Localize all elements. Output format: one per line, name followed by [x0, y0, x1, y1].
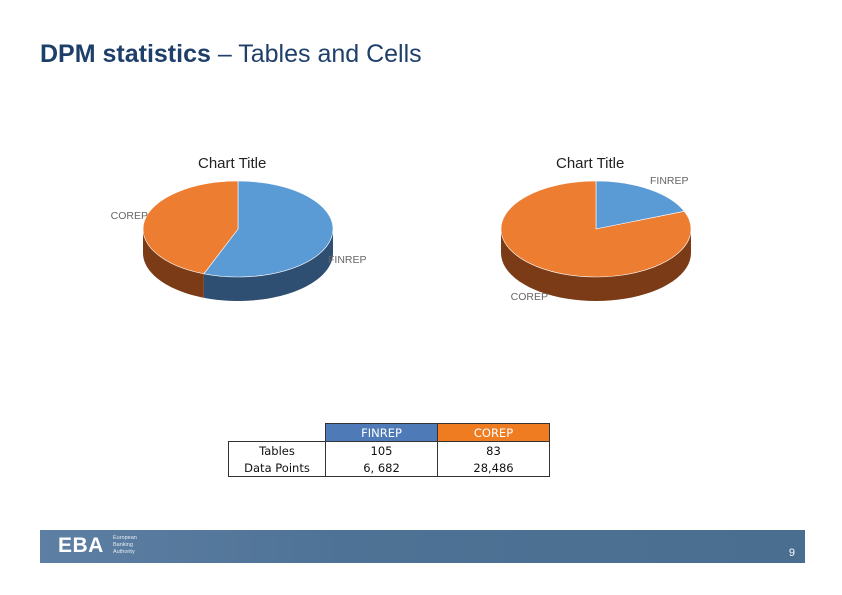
- pie-1-side-corep: [143, 229, 204, 298]
- eba-org-line: Authority: [113, 549, 135, 555]
- table-header-corep: COREP: [437, 423, 550, 442]
- eba-logo: EBA: [58, 534, 104, 557]
- eba-org-name: European Banking Authority: [113, 535, 173, 556]
- pie-2-label-corep: COREP: [511, 291, 548, 303]
- table-header-finrep: FINREP: [325, 423, 438, 442]
- table-cell-tables-finrep: 105: [325, 441, 438, 459]
- slide-title-bold: DPM statistics: [40, 40, 211, 68]
- pie-1-slice-corep: [142, 180, 239, 275]
- pie-2-slice-finrep: [595, 180, 685, 230]
- table-corner: [229, 424, 326, 442]
- chart-2-title: Chart Title: [556, 155, 625, 172]
- slide-title: DPM statistics – Tables and Cells: [40, 40, 422, 69]
- table-cell-tables-corep: 83: [437, 441, 550, 459]
- table-cell-datapoints-corep: 28,486: [437, 459, 550, 477]
- slide-title-rest: – Tables and Cells: [210, 40, 422, 68]
- pie-2-label-finrep: FINREP: [650, 175, 689, 187]
- pie-2-slice-corep: [500, 180, 692, 278]
- eba-org-line: European: [113, 535, 137, 541]
- pie-1-slice-finrep: [203, 180, 334, 278]
- table-cell-datapoints-finrep: 6, 682: [325, 459, 438, 477]
- stats-table: FINREP COREP Tables 105 83 Data Points 6…: [228, 423, 550, 477]
- page-number: 9: [788, 547, 795, 559]
- eba-org-line: Banking: [113, 542, 133, 548]
- table-row-label-data-points: Data Points: [228, 459, 326, 477]
- pie-1-side-finrep: [203, 229, 333, 301]
- pie-2-side-corep: [501, 229, 691, 301]
- pie-1-label-finrep: FINREP: [328, 254, 367, 266]
- pie-1-label-corep: COREP: [111, 210, 148, 222]
- table-row-label-tables: Tables: [228, 441, 326, 459]
- footer-bar: EBA European Banking Authority 9: [40, 530, 805, 563]
- chart-1-title: Chart Title: [198, 155, 267, 172]
